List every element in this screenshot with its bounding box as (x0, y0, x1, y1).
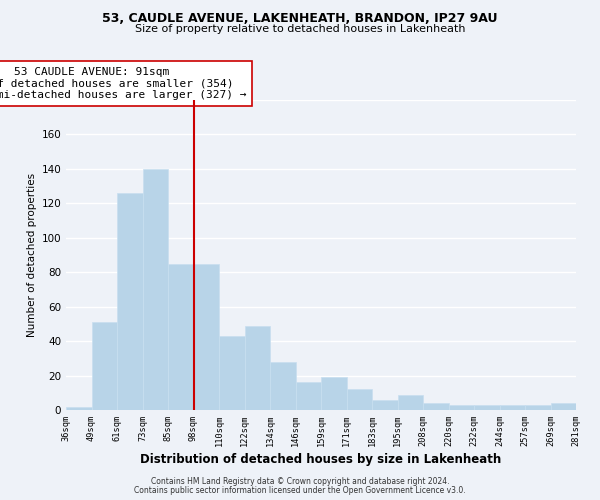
Bar (423, 403, 449, 410)
Bar (525, 405, 551, 410)
Text: 53, CAUDLE AVENUE, LAKENHEATH, BRANDON, IP27 9AU: 53, CAUDLE AVENUE, LAKENHEATH, BRANDON, … (102, 12, 498, 26)
Bar (321, 378, 347, 410)
Bar (347, 390, 372, 410)
Bar (143, 169, 168, 410)
Text: 53 CAUDLE AVENUE: 91sqm
← 52% of detached houses are smaller (354)
48% of semi-d: 53 CAUDLE AVENUE: 91sqm ← 52% of detache… (0, 67, 247, 100)
Bar (91, 322, 117, 410)
Bar (270, 362, 296, 410)
Text: Contains public sector information licensed under the Open Government Licence v3: Contains public sector information licen… (134, 486, 466, 495)
Text: Contains HM Land Registry data © Crown copyright and database right 2024.: Contains HM Land Registry data © Crown c… (151, 477, 449, 486)
Bar (372, 400, 398, 410)
Bar (245, 326, 270, 410)
Bar (551, 403, 576, 410)
Bar (219, 336, 245, 410)
Bar (296, 382, 321, 410)
Text: Size of property relative to detached houses in Lakenheath: Size of property relative to detached ho… (135, 24, 465, 34)
Bar (66, 406, 91, 410)
Bar (398, 394, 423, 410)
Text: Distribution of detached houses by size in Lakenheath: Distribution of detached houses by size … (140, 452, 502, 466)
Bar (193, 264, 219, 410)
Bar (449, 405, 474, 410)
Bar (474, 405, 499, 410)
Bar (499, 405, 525, 410)
Bar (168, 264, 193, 410)
Y-axis label: Number of detached properties: Number of detached properties (27, 173, 37, 337)
Bar (117, 193, 143, 410)
